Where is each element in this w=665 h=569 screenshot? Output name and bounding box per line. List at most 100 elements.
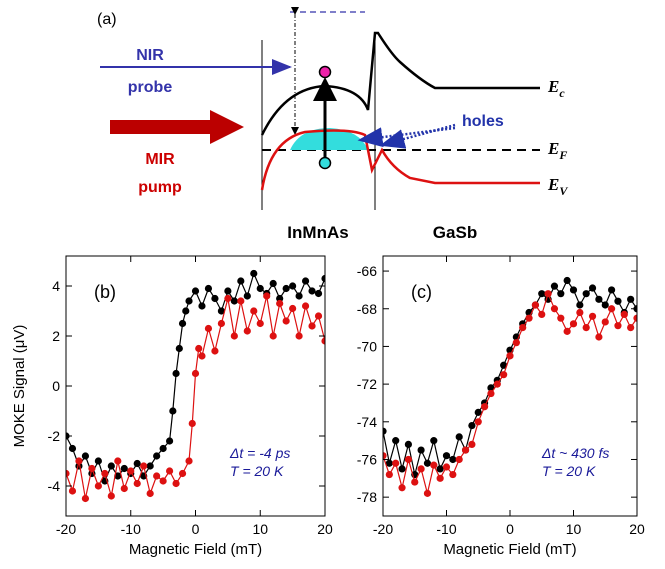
- data-point: [146, 489, 154, 498]
- data-point: [436, 465, 444, 473]
- data-point: [383, 427, 387, 435]
- data-point: [430, 461, 438, 469]
- data-point: [289, 282, 297, 290]
- y-tick-label: 2: [52, 328, 60, 344]
- data-point: [301, 302, 310, 310]
- y-axis-label: MOKE Signal (μV): [11, 325, 28, 448]
- data-point: [94, 482, 102, 490]
- data-point: [423, 459, 432, 467]
- data-point: [392, 459, 400, 467]
- holes-label: holes: [462, 113, 504, 130]
- data-point: [308, 322, 316, 330]
- y-tick-label: -78: [357, 489, 377, 505]
- holes-arrow-1: [379, 123, 456, 149]
- series-1: [383, 290, 637, 497]
- y-tick-label: -74: [357, 414, 377, 430]
- data-point: [217, 319, 225, 328]
- data-point: [512, 339, 520, 347]
- annotation-temperature: T = 20 K: [230, 463, 284, 479]
- mir-label-2: pump: [138, 179, 182, 196]
- panel-label: (c): [411, 282, 432, 302]
- data-point: [538, 310, 546, 319]
- data-point: [224, 287, 232, 295]
- data-point: [392, 437, 400, 445]
- hole-pocket: [290, 128, 368, 150]
- data-point: [595, 333, 603, 341]
- x-tick-label: 0: [192, 521, 200, 537]
- data-point: [81, 452, 90, 460]
- data-point: [169, 407, 177, 415]
- y-tick-label: -72: [357, 376, 377, 392]
- x-tick-label: 20: [317, 521, 333, 537]
- data-point: [423, 489, 432, 497]
- series-line-1: [66, 295, 325, 499]
- y-tick-label: 0: [52, 378, 60, 394]
- data-point: [295, 292, 303, 300]
- data-point: [146, 462, 154, 470]
- data-point: [224, 294, 232, 303]
- data-point: [243, 292, 251, 300]
- nir-label-1: NIR: [136, 47, 164, 64]
- data-point: [442, 463, 451, 471]
- data-point: [468, 440, 476, 449]
- data-point: [563, 327, 571, 335]
- data-point: [159, 477, 167, 485]
- data-point: [487, 384, 495, 392]
- data-point: [191, 287, 200, 295]
- data-point: [557, 314, 565, 322]
- data-point: [383, 452, 387, 460]
- data-point: [398, 484, 406, 492]
- panel-label: (b): [94, 282, 116, 302]
- data-point: [550, 282, 559, 290]
- data-point: [114, 457, 122, 465]
- data-point: [276, 294, 284, 303]
- data-point: [81, 494, 90, 503]
- data-point: [627, 295, 635, 303]
- data-point: [442, 452, 451, 460]
- data-point: [608, 305, 616, 313]
- data-point: [404, 440, 412, 449]
- data-point: [295, 332, 303, 340]
- data-point: [153, 472, 161, 480]
- data-point: [301, 277, 310, 285]
- data-point: [525, 314, 533, 322]
- data-point: [417, 465, 425, 473]
- data-point: [314, 289, 323, 298]
- data-point: [557, 290, 565, 298]
- data-point: [107, 462, 115, 470]
- ec-label: Ec: [547, 77, 565, 100]
- data-point: [493, 380, 501, 388]
- data-point: [68, 487, 77, 495]
- nir-label-2: probe: [128, 79, 173, 96]
- data-point: [461, 446, 470, 454]
- conduction-band: [260, 31, 540, 136]
- data-point: [282, 284, 290, 293]
- data-point: [601, 318, 609, 326]
- data-point: [120, 484, 128, 493]
- data-point: [500, 361, 508, 369]
- data-point: [321, 337, 325, 345]
- layer-label-inmnas: InMnAs: [287, 223, 348, 242]
- mir-label-1: MIR: [145, 151, 175, 168]
- data-point: [204, 284, 213, 293]
- data-point: [449, 455, 457, 464]
- data-point: [385, 470, 393, 479]
- data-point: [230, 332, 238, 340]
- data-point: [172, 479, 180, 488]
- data-point: [436, 474, 444, 482]
- data-point: [175, 344, 183, 353]
- data-point: [282, 317, 290, 325]
- data-point: [166, 467, 174, 475]
- data-point: [404, 455, 412, 464]
- data-point: [569, 286, 578, 294]
- data-point: [474, 418, 482, 426]
- data-point: [582, 290, 590, 298]
- data-point: [506, 352, 514, 360]
- data-point: [569, 320, 578, 328]
- data-point: [314, 312, 323, 320]
- data-point: [198, 302, 206, 310]
- chart-panel-c: -20 -10 0 10 20 -78 -76 -74 -72 -70 -68 -66 Magnetic…: [357, 255, 645, 558]
- ev-label: EV: [547, 175, 568, 198]
- data-point: [576, 308, 584, 317]
- data-point: [185, 457, 193, 465]
